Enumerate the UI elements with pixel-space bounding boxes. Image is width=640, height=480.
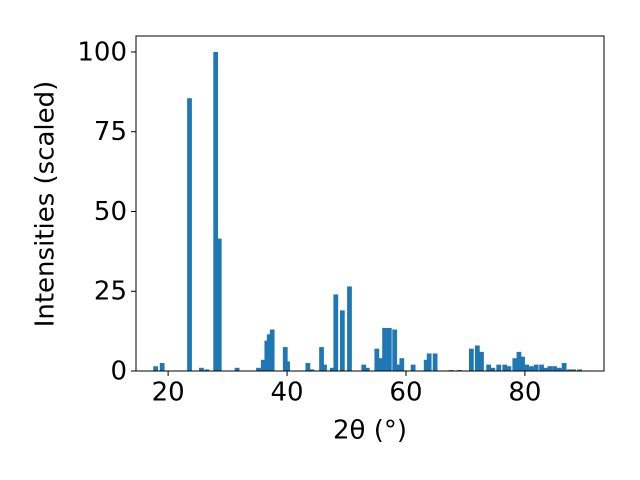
bar (256, 367, 261, 371)
bar (216, 238, 222, 371)
bar (339, 310, 345, 371)
bar (423, 359, 429, 371)
bar (187, 98, 192, 371)
bar (347, 286, 352, 371)
bar (557, 367, 562, 371)
bar (490, 367, 496, 371)
bar (571, 369, 577, 371)
bar (392, 329, 398, 371)
bar (567, 369, 572, 371)
x-tick-label: 60 (389, 378, 422, 408)
bar (561, 363, 567, 371)
bar (266, 334, 272, 371)
y-tick-label: 25 (94, 277, 127, 307)
bar (502, 364, 508, 371)
bar (322, 364, 327, 371)
bar (285, 361, 291, 371)
bar (329, 367, 335, 371)
bar (469, 348, 474, 371)
bar (159, 363, 165, 371)
bar (486, 364, 492, 371)
bar (386, 327, 392, 371)
bar (547, 366, 553, 371)
bar (234, 367, 240, 371)
bar (496, 364, 502, 371)
bar (524, 364, 530, 371)
bar (539, 364, 544, 371)
bar (319, 347, 324, 371)
y-tick-label: 50 (94, 197, 127, 227)
y-tick-label: 75 (94, 117, 127, 147)
bar (378, 358, 383, 371)
bar (382, 327, 387, 371)
bar (204, 369, 210, 371)
bar (410, 364, 416, 371)
bar (520, 356, 525, 371)
bar (364, 367, 370, 371)
bar (543, 367, 549, 371)
bar (153, 366, 159, 371)
bar (260, 359, 266, 371)
bar (577, 369, 582, 371)
bar (333, 294, 339, 371)
bar (309, 369, 315, 371)
bar (432, 353, 438, 371)
y-tick-label: 0 (110, 357, 127, 387)
bar (512, 358, 518, 371)
bar (426, 353, 432, 371)
bar (305, 363, 311, 371)
y-axis-label: Intensities (scaled) (31, 81, 61, 328)
bar (506, 366, 512, 371)
plot-frame (135, 35, 605, 372)
bar (213, 51, 219, 371)
bar (361, 364, 367, 371)
bar (533, 364, 539, 371)
bar (399, 358, 405, 371)
bar (269, 329, 275, 371)
bar (474, 345, 480, 371)
bar (516, 351, 522, 371)
bar (395, 364, 401, 371)
x-tick-label: 40 (270, 378, 303, 408)
x-tick-label: 20 (152, 378, 185, 408)
bar (552, 366, 558, 371)
x-axis-label: 2θ (°) (333, 416, 407, 446)
bar (282, 347, 288, 371)
bar (199, 367, 204, 371)
x-tick-label: 80 (508, 378, 541, 408)
bar (374, 348, 380, 371)
bar (479, 351, 484, 371)
y-tick-label: 100 (77, 37, 127, 67)
bar (529, 366, 534, 371)
